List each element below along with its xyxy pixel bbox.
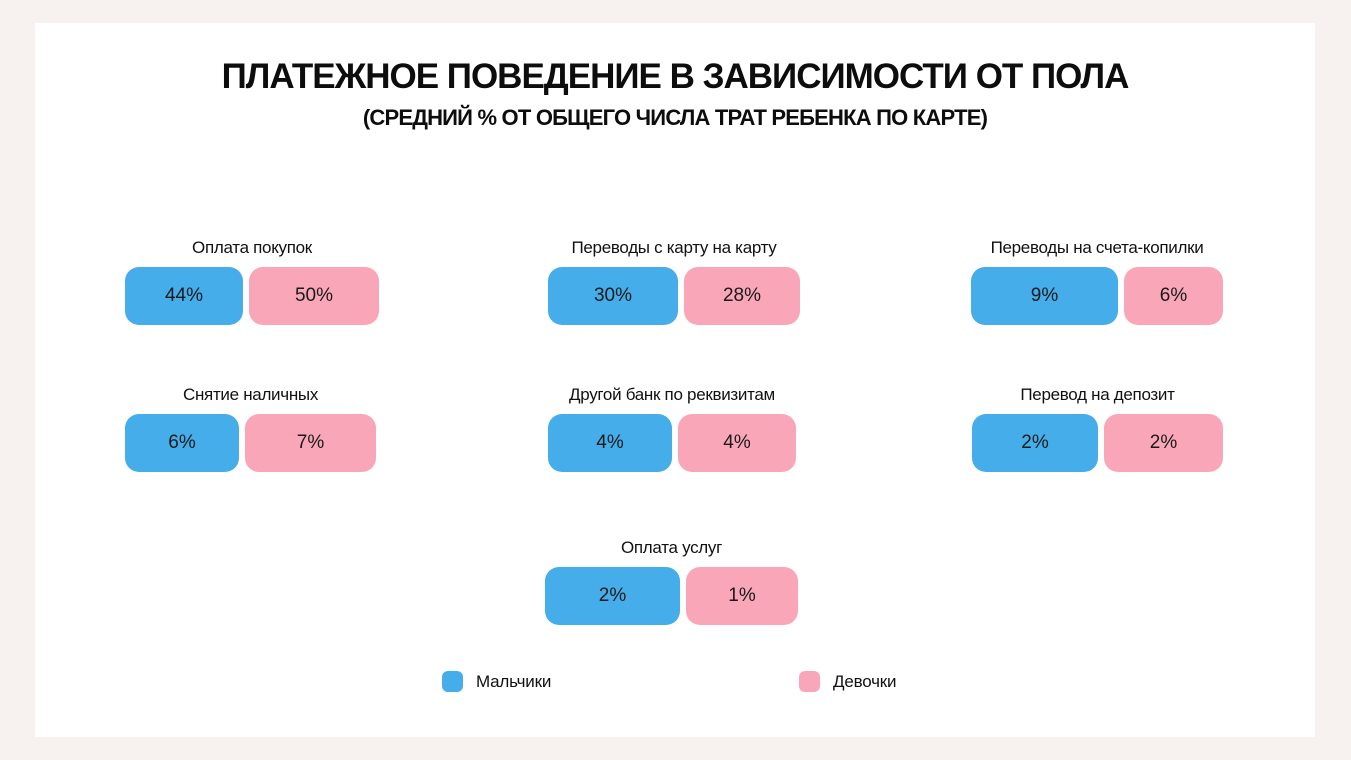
category-group-scheta-kopilki: Переводы на счета-копилки 9% 6% xyxy=(971,238,1223,325)
bar-pair: 2% 2% xyxy=(972,414,1223,472)
bar-pair: 2% 1% xyxy=(545,567,798,625)
category-label: Оплата покупок xyxy=(192,238,312,257)
bar-pair: 6% 7% xyxy=(125,414,376,472)
category-label: Оплата услуг xyxy=(620,538,723,557)
bar-pair: 44% 50% xyxy=(125,267,379,325)
category-label: Перевод на депозит xyxy=(1020,385,1175,404)
girls-value-label: 2% xyxy=(1149,432,1178,453)
girls-legend-swatch-icon xyxy=(799,671,820,692)
category-group-perevody-s-karty: Переводы с карту на карту 30% 28% xyxy=(548,238,800,325)
boys-bar: 9% xyxy=(971,267,1118,325)
category-label: Переводы с карту на карту xyxy=(571,238,777,257)
girls-bar: 7% xyxy=(245,414,376,472)
girls-bar: 28% xyxy=(684,267,800,325)
category-group-oplata-pokupok: Оплата покупок 44% 50% xyxy=(125,238,379,325)
boys-value-label: 44% xyxy=(164,285,204,306)
bar-pair: 30% 28% xyxy=(548,267,800,325)
boys-bar: 2% xyxy=(972,414,1098,472)
girls-bar: 2% xyxy=(1104,414,1223,472)
girls-bar: 6% xyxy=(1124,267,1223,325)
girls-value-label: 4% xyxy=(723,432,751,453)
category-group-drugoy-bank: Другой банк по реквизитам 4% 4% xyxy=(548,385,796,472)
boys-bar: 44% xyxy=(125,267,243,325)
girls-value-label: 28% xyxy=(722,285,762,306)
boys-value-label: 4% xyxy=(596,432,624,453)
boys-value-label: 6% xyxy=(168,432,196,453)
bar-pair: 4% 4% xyxy=(548,414,796,472)
boys-value-label: 2% xyxy=(598,585,627,606)
girls-value-label: 50% xyxy=(294,285,334,306)
category-label: Снятие наличных xyxy=(182,385,319,404)
category-group-oplata-uslug: Оплата услуг 2% 1% xyxy=(545,538,798,625)
boys-bar: 2% xyxy=(545,567,680,625)
legend-item-boys: Мальчики xyxy=(442,671,551,692)
boys-bar: 4% xyxy=(548,414,672,472)
boys-legend-label: Мальчики xyxy=(476,671,552,691)
boys-bar: 6% xyxy=(125,414,239,472)
legend-item-girls: Девочки xyxy=(799,671,896,692)
boys-bar: 30% xyxy=(548,267,678,325)
girls-value-label: 7% xyxy=(296,432,325,453)
boys-value-label: 9% xyxy=(1030,285,1059,306)
category-group-perevod-na-depozit: Перевод на депозит 2% 2% xyxy=(972,385,1223,472)
boys-value-label: 2% xyxy=(1021,432,1049,453)
girls-value-label: 1% xyxy=(728,585,756,606)
chart-subtitle: (СРЕДНИЙ % ОТ ОБЩЕГО ЧИСЛА ТРАТ РЕБЕНКА … xyxy=(362,105,988,130)
girls-bar: 50% xyxy=(249,267,379,325)
boys-legend-swatch-icon xyxy=(442,671,463,692)
boys-value-label: 30% xyxy=(593,285,633,306)
girls-bar: 1% xyxy=(686,567,798,625)
category-label: Переводы на счета-копилки xyxy=(990,238,1204,257)
category-group-snyatie-nalichnyh: Снятие наличных 6% 7% xyxy=(125,385,376,472)
category-label: Другой банк по реквизитам xyxy=(569,385,775,404)
girls-value-label: 6% xyxy=(1159,285,1188,306)
girls-bar: 4% xyxy=(678,414,796,472)
girls-legend-label: Девочки xyxy=(833,671,897,691)
bar-pair: 9% 6% xyxy=(971,267,1223,325)
chart-title: ПЛАТЕЖНОЕ ПОВЕДЕНИЕ В ЗАВИСИМОСТИ ОТ ПОЛ… xyxy=(221,57,1130,96)
